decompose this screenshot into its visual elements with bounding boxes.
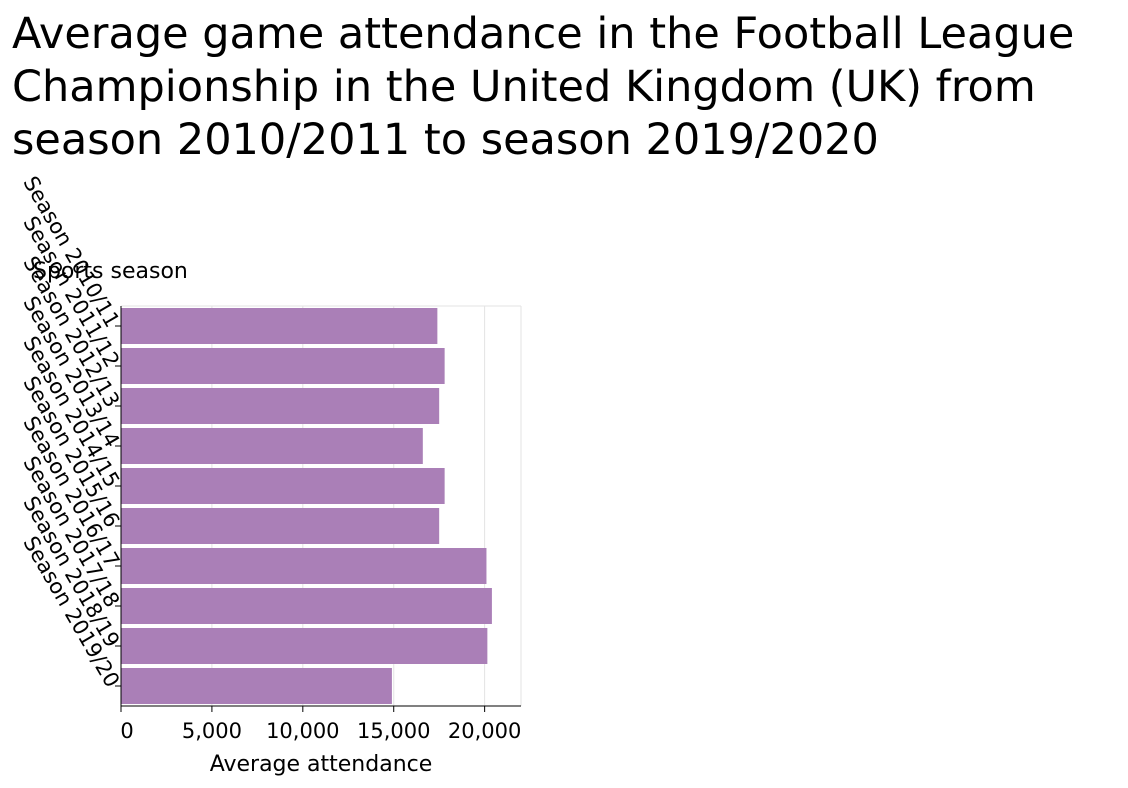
x-axis-title: Average attendance — [210, 752, 433, 777]
bar — [121, 508, 440, 544]
x-tick-label: 5,000 — [182, 719, 242, 743]
x-ticks: 0 5,000 10,000 15,000 20,000 — [120, 706, 521, 743]
bar — [121, 308, 438, 344]
bar — [121, 548, 487, 584]
bars — [121, 308, 492, 704]
bar — [121, 588, 492, 624]
x-tick-label: 0 — [120, 719, 133, 743]
x-tick-label: 15,000 — [357, 719, 430, 743]
x-tick-label: 10,000 — [266, 719, 339, 743]
bar — [121, 668, 392, 704]
bar — [121, 348, 445, 384]
x-tick-label: 20,000 — [448, 719, 521, 743]
axes — [120, 306, 521, 707]
y-axis-title: Sports season — [33, 259, 188, 284]
bar — [121, 468, 445, 504]
bar — [121, 428, 423, 464]
bar — [121, 388, 440, 424]
bar — [121, 628, 488, 664]
chart-title: Average game attendance in the Football … — [12, 9, 1075, 165]
